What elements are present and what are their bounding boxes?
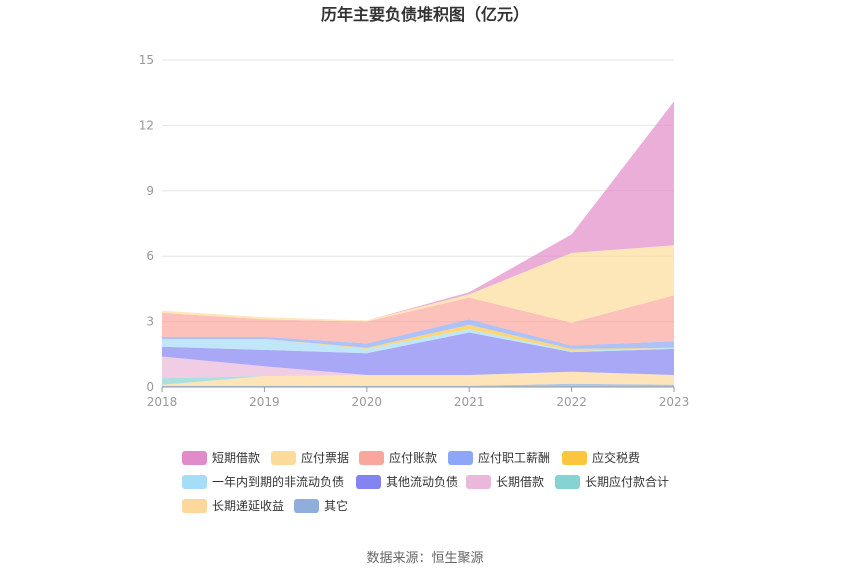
legend-swatch <box>448 451 473 465</box>
legend-label: 短期借款 <box>212 451 260 465</box>
legend-item[interactable]: 应付票据 <box>271 450 349 465</box>
legend-item[interactable]: 应付账款 <box>359 450 437 465</box>
chart-title: 历年主要负债堆积图（亿元） <box>321 5 529 24</box>
legend-swatch <box>359 451 384 465</box>
area-其它 <box>162 383 674 387</box>
legend-label: 应付职工薪酬 <box>478 450 550 465</box>
legend-label: 应付账款 <box>389 450 437 465</box>
x-tick-label: 2021 <box>454 395 485 409</box>
area-其他流动负债 <box>162 332 674 375</box>
legend-item[interactable]: 长期借款 <box>466 475 544 489</box>
y-tick-label: 12 <box>139 118 154 132</box>
legend-item[interactable]: 其它 <box>294 498 348 513</box>
y-tick-label: 3 <box>146 315 154 329</box>
legend-item[interactable]: 短期借款 <box>182 451 260 465</box>
legend-label: 长期递延收益 <box>212 499 284 513</box>
area-应付职工薪酬 <box>162 319 674 349</box>
legend-item[interactable]: 其他流动负债 <box>356 475 458 489</box>
x-tick-label: 2022 <box>556 395 587 409</box>
legend-swatch <box>182 451 207 465</box>
area-长期递延收益 <box>162 371 674 386</box>
y-tick-label: 0 <box>146 380 154 394</box>
legend-label: 一年内到期的非流动负债 <box>212 474 344 489</box>
legend-swatch <box>466 475 491 489</box>
legend-swatch <box>271 451 296 465</box>
legend-swatch <box>294 499 319 513</box>
legend-label: 其他流动负债 <box>386 475 458 489</box>
x-tick-label: 2020 <box>352 395 383 409</box>
legend: 短期借款 应付票据 应付账款 应付职工薪酬 应交税费一年内到期的非流动负债 其他流动负债长… <box>182 450 669 513</box>
area-应付账款 <box>162 295 674 346</box>
axes: 0 3 6 9 12 15 2018 2019 2020 2021 2022 2023 <box>139 53 690 409</box>
legend-item[interactable]: 长期递延收益 <box>182 499 284 513</box>
legend-item[interactable]: 应交税费 <box>562 450 640 465</box>
legend-swatch <box>182 499 207 513</box>
legend-swatch <box>555 475 580 489</box>
legend-label: 其它 <box>324 498 348 513</box>
y-tick-label: 15 <box>139 53 154 67</box>
legend-label: 长期应付款合计 <box>585 474 669 489</box>
legend-item[interactable]: 一年内到期的非流动负债 <box>182 474 344 489</box>
legend-swatch <box>182 475 207 489</box>
y-tick-label: 9 <box>146 184 154 198</box>
legend-label: 长期借款 <box>496 475 544 489</box>
legend-swatch <box>562 451 587 465</box>
legend-label: 应交税费 <box>592 450 640 465</box>
area-长期借款 <box>162 356 674 379</box>
area-一年内到期的非流动负债 <box>162 329 674 354</box>
y-tick-label: 6 <box>146 249 154 263</box>
x-tick-label: 2018 <box>147 395 178 409</box>
x-tick-label: 2019 <box>249 395 280 409</box>
x-tick-label: 2023 <box>659 395 690 409</box>
legend-swatch <box>356 475 381 489</box>
legend-item[interactable]: 长期应付款合计 <box>555 474 669 489</box>
source-note: 数据来源：恒生聚源 <box>366 551 483 566</box>
legend-item[interactable]: 应付职工薪酬 <box>448 450 550 465</box>
area-series <box>162 101 674 387</box>
legend-label: 应付票据 <box>301 450 349 465</box>
area-应交税费 <box>162 324 674 351</box>
area-应付票据 <box>162 245 674 323</box>
